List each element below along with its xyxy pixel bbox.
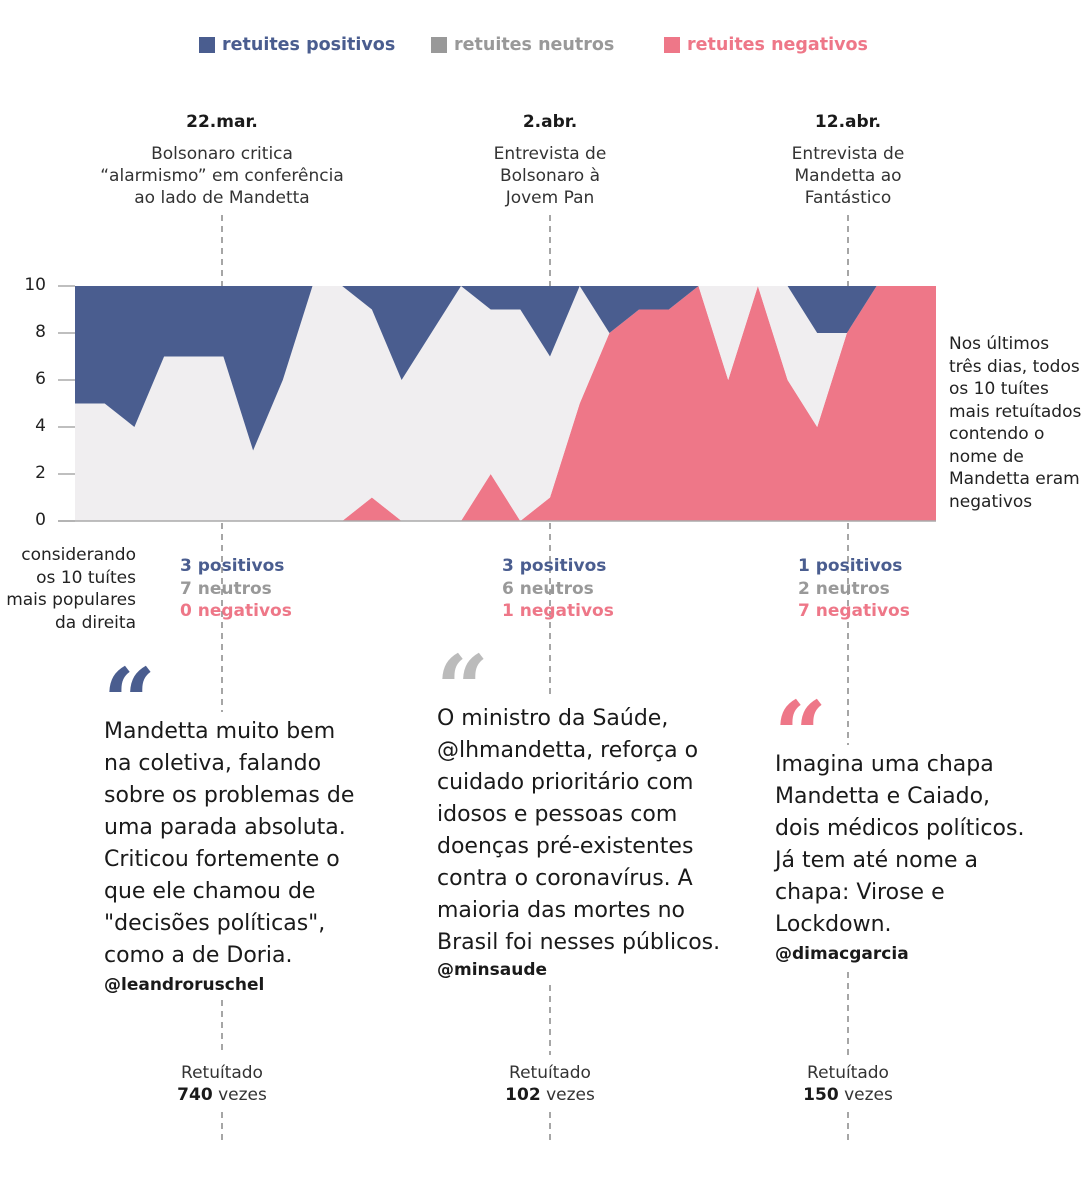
quote-handle-3: @dimacgarcia (775, 944, 909, 964)
retweet-label-3: Retuítado (807, 1063, 889, 1083)
side-note: Nos últimos três dias, todos os 10 tuíte… (949, 334, 1082, 512)
legend-label-positive: retuites positivos (222, 35, 396, 55)
count-neutral-3: 2 neutros (798, 578, 890, 599)
quote-mark-icon-1: “ (103, 648, 156, 756)
event-annotation-2: 2.abr. Entrevista de Bolsonaro à Jovem P… (420, 111, 680, 209)
retweet-unit-1: vezes (218, 1085, 267, 1105)
quote-mark-icon-2: “ (436, 635, 489, 743)
area-retuites-neutros (75, 286, 936, 521)
count-positive-3: 1 positivos (798, 556, 903, 576)
count-negative-1: 0 negativos (180, 601, 292, 621)
y-tick-label-2: 2 (35, 463, 46, 483)
retweet-info-3: Retuítado 150 vezes (778, 1062, 918, 1106)
y-axis-note: considerando os 10 tuítes mais populares… (6, 545, 136, 633)
quote-mark-icon-3: “ (774, 681, 827, 789)
counts-block-1: 3 positivos 7 neutros 0 negativos (180, 555, 292, 623)
retweet-unit-2: vezes (546, 1085, 595, 1105)
y-tick-label-10: 10 (24, 275, 46, 295)
legend-item-positive: retuites positivos (199, 33, 395, 57)
quote-handle-1: @leandroruschel (104, 975, 265, 995)
y-tick-label-4: 4 (35, 416, 46, 436)
retweet-count-2: 102 (505, 1085, 541, 1105)
legend-item-neutral: retuites neutros (431, 33, 614, 57)
event-description-2: Entrevista de Bolsonaro à Jovem Pan (493, 144, 607, 208)
quote-text-2: O ministro da Saúde, @lhmandetta, reforç… (437, 706, 721, 955)
event-description-1: Bolsonaro critica “alarmismo” em conferê… (100, 144, 344, 208)
event-date-1: 22.mar. (186, 112, 258, 132)
legend-swatch-negative (664, 37, 680, 53)
event-date-3: 12.abr. (814, 112, 882, 132)
retweet-label-2: Retuítado (509, 1063, 591, 1083)
counts-block-2: 3 positivos 6 neutros 1 negativos (502, 555, 614, 623)
area-retuites-positivos (75, 286, 936, 451)
retweet-info-1: Retuítado 740 vezes (152, 1062, 292, 1106)
count-negative-2: 1 negativos (502, 601, 614, 621)
quote-handle-2: @minsaude (437, 960, 548, 980)
event-annotation-1: 22.mar. Bolsonaro critica “alarmismo” em… (92, 111, 352, 209)
retweet-info-2: Retuítado 102 vezes (480, 1062, 620, 1106)
count-neutral-2: 6 neutros (502, 578, 594, 599)
legend-item-negative: retuites negativos (664, 33, 868, 57)
count-negative-3: 7 negativos (798, 601, 910, 621)
event-description-3: Entrevista de Mandetta ao Fantástico (791, 144, 905, 208)
y-tick-label-0: 0 (35, 510, 46, 530)
legend-swatch-neutral (431, 37, 447, 53)
count-positive-2: 3 positivos (502, 556, 607, 576)
y-tick-label-6: 6 (35, 369, 46, 389)
counts-block-3: 1 positivos 2 neutros 7 negativos (798, 555, 910, 623)
y-tick-label-8: 8 (35, 322, 46, 342)
retweet-unit-3: vezes (844, 1085, 893, 1105)
event-annotation-3: 12.abr. Entrevista de Mandetta ao Fantás… (718, 111, 978, 209)
quote-text-1: Mandetta muito bem na coletiva, falando … (104, 719, 355, 968)
count-neutral-1: 7 neutros (180, 578, 272, 599)
retweet-count-1: 740 (177, 1085, 213, 1105)
event-date-2: 2.abr. (522, 112, 578, 132)
chart-y-axis (58, 285, 936, 522)
retweet-count-3: 150 (803, 1085, 839, 1105)
chart-areas (75, 286, 936, 521)
legend-swatch-positive (199, 37, 215, 53)
count-positive-1: 3 positivos (180, 556, 285, 576)
quote-text-3: Imagina uma chapa Mandetta e Caiado, doi… (775, 752, 1025, 937)
legend-label-negative: retuites negativos (687, 35, 868, 55)
legend-label-neutral: retuites neutros (454, 35, 615, 55)
retweet-label-1: Retuítado (181, 1063, 263, 1083)
area-retuites-negativos (75, 286, 936, 521)
